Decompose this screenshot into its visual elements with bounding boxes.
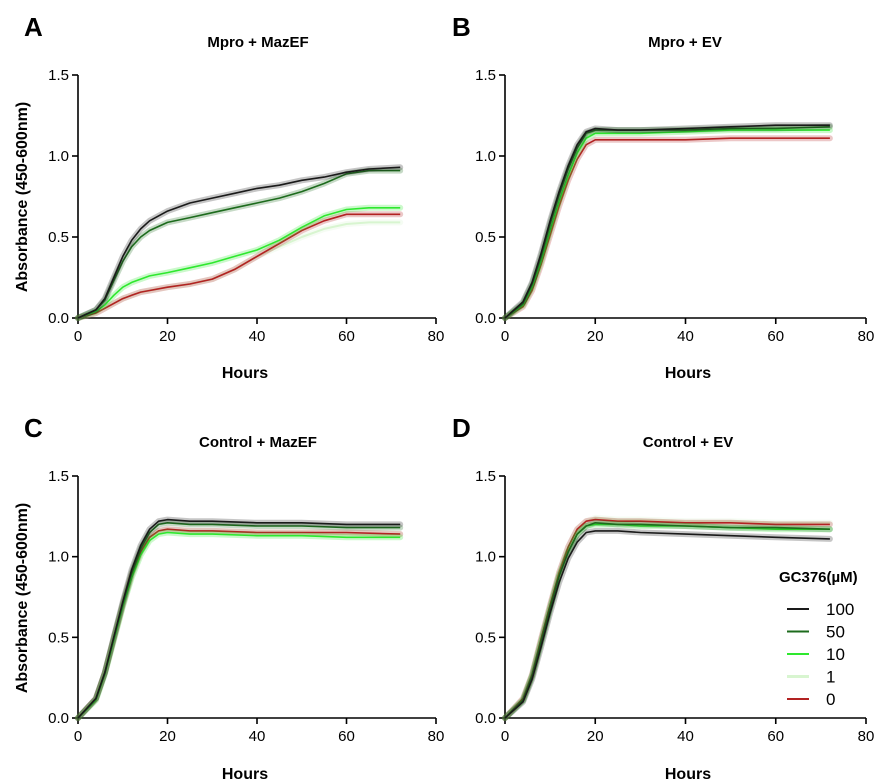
series-error-band-50	[75, 519, 404, 721]
series-line-10	[77, 531, 401, 719]
x-tick-label: 80	[428, 728, 445, 745]
panel-c: C Control + MazEF Hours Absorbance (450-…	[14, 413, 444, 781]
series-line-10	[504, 523, 830, 719]
series-error-band-10	[502, 521, 833, 721]
y-tick-label: 0.0	[475, 310, 496, 327]
legend-label: 1	[826, 668, 835, 687]
legend-label: 50	[826, 623, 845, 642]
y-axis-title: Absorbance (450-600nm)	[14, 102, 31, 292]
x-axis-title: Hours	[665, 365, 711, 382]
panel-a: A Mpro + MazEF Hours Absorbance (450-600…	[14, 12, 444, 382]
series-line-50	[504, 521, 830, 719]
series-error-band-10	[75, 529, 404, 721]
y-tick-label: 0.0	[48, 710, 69, 727]
x-tick-label: 60	[338, 328, 355, 345]
panel-letter: D	[452, 413, 471, 443]
y-tick-label: 1.5	[48, 67, 69, 84]
series-error-band-100	[75, 516, 404, 721]
panel-letter: A	[24, 12, 43, 42]
y-tick-label: 0.5	[475, 629, 496, 646]
x-tick-label: 0	[501, 328, 509, 345]
y-tick-label: 0.0	[48, 310, 69, 327]
series-error-band-1	[502, 514, 833, 721]
y-tick-label: 1.5	[475, 67, 496, 84]
series-line-1	[77, 528, 401, 719]
x-tick-label: 0	[74, 328, 82, 345]
x-tick-label: 40	[677, 728, 694, 745]
panel-b: B Mpro + EV Hours 0 20 40 60 80 0.0 0.5 1.0 1.5	[452, 12, 874, 382]
panel-title: Mpro + EV	[648, 34, 722, 51]
x-tick-label: 20	[159, 728, 176, 745]
x-axis-title: Hours	[222, 766, 268, 781]
legend-title: GC376(µM)	[779, 569, 858, 586]
series-line-1	[504, 516, 830, 719]
x-tick-label: 80	[428, 328, 445, 345]
y-tick-label: 0.5	[48, 629, 69, 646]
series-line-100	[504, 124, 830, 319]
series-error-band-100	[502, 527, 833, 721]
x-tick-label: 0	[74, 728, 82, 745]
series-error-band-50	[502, 123, 833, 321]
panel-letter: B	[452, 12, 471, 42]
y-tick-label: 1.0	[475, 549, 496, 566]
legend-label: 0	[826, 690, 835, 709]
series-line-50	[77, 521, 401, 719]
x-tick-label: 0	[501, 728, 509, 745]
series-line-100	[77, 166, 401, 319]
x-tick-label: 20	[159, 328, 176, 345]
x-tick-label: 20	[587, 728, 604, 745]
y-tick-label: 1.0	[48, 148, 69, 165]
series-error-band-1	[75, 526, 404, 721]
series-line-0	[77, 213, 401, 319]
panel-letter: C	[24, 413, 43, 443]
panel-title: Control + MazEF	[199, 434, 317, 451]
x-tick-label: 80	[858, 728, 875, 745]
panel-title: Control + EV	[643, 434, 733, 451]
x-tick-label: 40	[249, 728, 266, 745]
series-error-band-50	[502, 519, 833, 721]
x-tick-label: 40	[249, 328, 266, 345]
x-axis-title: Hours	[222, 365, 268, 382]
series-line-0	[504, 518, 830, 719]
y-tick-label: 1.5	[475, 468, 496, 485]
panel-d: D Control + EV Hours 0 20 40 60 80 0.0 0.5 1.0 1…	[452, 413, 874, 781]
legend-label: 100	[826, 600, 854, 619]
legend-label: 10	[826, 645, 845, 664]
x-tick-label: 40	[677, 328, 694, 345]
y-axis-title: Absorbance (450-600nm)	[14, 503, 31, 693]
y-tick-label: 0.0	[475, 710, 496, 727]
y-tick-label: 1.0	[475, 148, 496, 165]
panel-title: Mpro + MazEF	[207, 34, 308, 51]
y-tick-label: 1.0	[48, 549, 69, 566]
x-tick-label: 80	[858, 328, 875, 345]
x-axis-title: Hours	[665, 766, 711, 781]
series-line-10	[77, 207, 401, 319]
y-tick-label: 1.5	[48, 468, 69, 485]
x-tick-label: 20	[587, 328, 604, 345]
series-line-10	[504, 129, 830, 319]
x-tick-label: 60	[338, 728, 355, 745]
x-tick-label: 60	[767, 728, 784, 745]
series-error-band-0	[75, 526, 404, 721]
series-line-0	[504, 137, 830, 319]
series-line-0	[77, 528, 401, 719]
series-error-band-10	[502, 127, 833, 321]
series-line-100	[504, 530, 830, 719]
x-tick-label: 60	[767, 328, 784, 345]
y-tick-label: 0.5	[475, 229, 496, 246]
y-tick-label: 0.5	[48, 229, 69, 246]
series-line-100	[77, 518, 401, 719]
series-error-band-0	[502, 516, 833, 721]
series-line-50	[77, 169, 401, 319]
